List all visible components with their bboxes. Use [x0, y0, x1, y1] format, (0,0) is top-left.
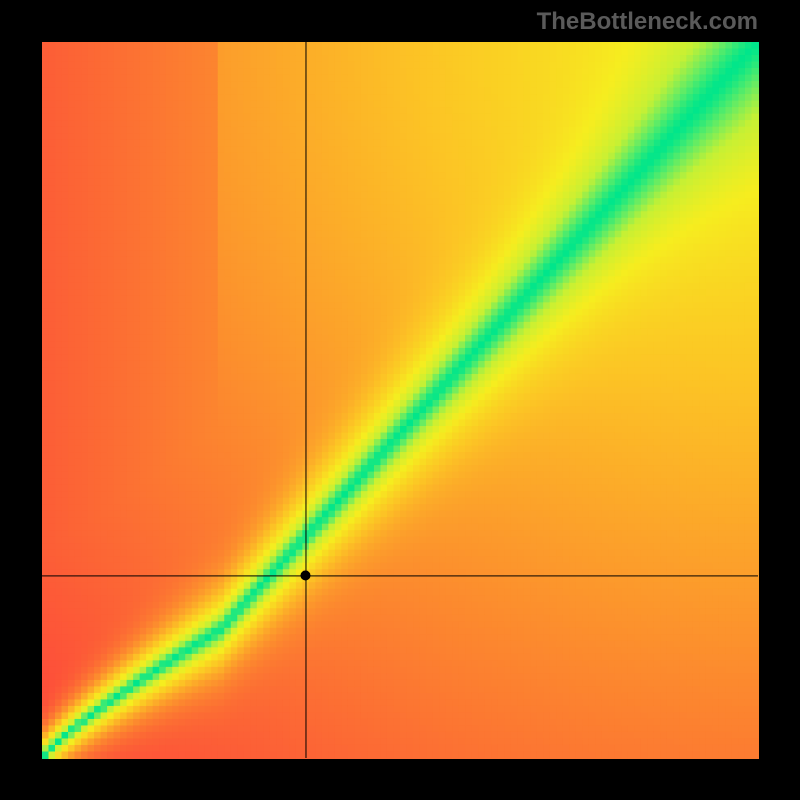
chart-container: TheBottleneck.com	[0, 0, 800, 800]
heatmap-canvas	[0, 0, 800, 800]
watermark-label: TheBottleneck.com	[537, 8, 758, 36]
